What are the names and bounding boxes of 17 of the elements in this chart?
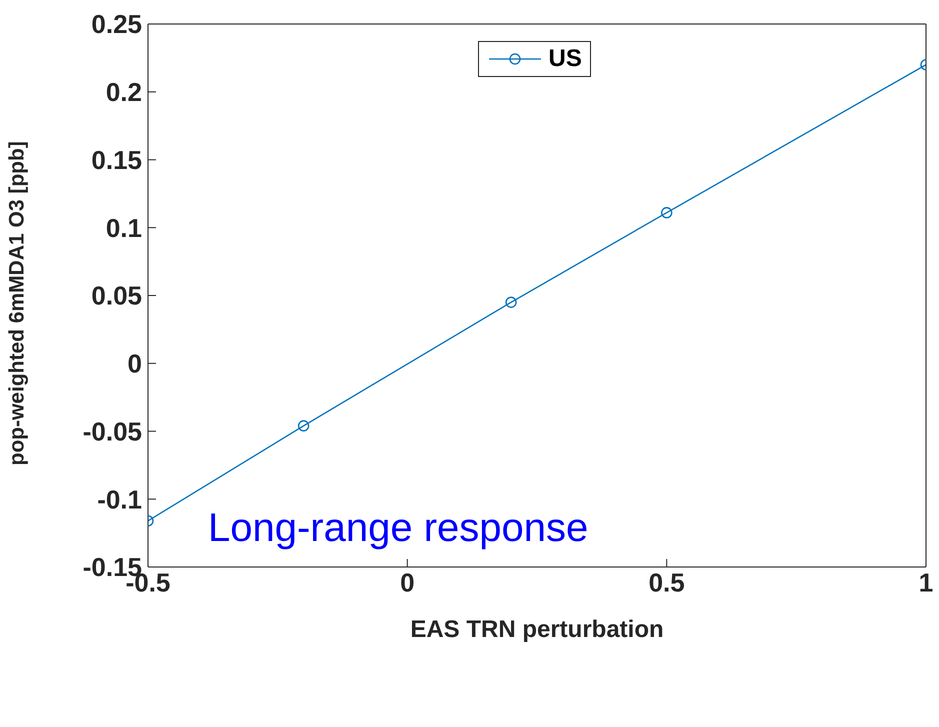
y-tick-label: -0.1 (97, 484, 142, 514)
y-tick-label: 0.05 (91, 280, 142, 311)
y-tick-label: -0.05 (82, 416, 142, 446)
x-axis-title: EAS TRN perturbation (410, 616, 664, 643)
y-tick-label: 0 (128, 348, 142, 379)
annotation: Long-range response (208, 506, 588, 551)
x-tick-label: 1 (918, 567, 934, 598)
y-tick-label: 0.1 (106, 212, 142, 243)
point (505, 296, 517, 308)
x-tick-label: 0.5 (648, 567, 685, 598)
x-tick-label: 0 (400, 567, 415, 598)
y-tick-label: 0.15 (91, 144, 142, 175)
legend-label: US (548, 45, 582, 73)
y-tick-label: 0.2 (106, 77, 142, 108)
y-tick-label: 0.25 (91, 9, 142, 40)
point (661, 207, 672, 218)
y-axis-title: pop-weighted 6mMDA1 O3 [ppb] (5, 141, 28, 466)
